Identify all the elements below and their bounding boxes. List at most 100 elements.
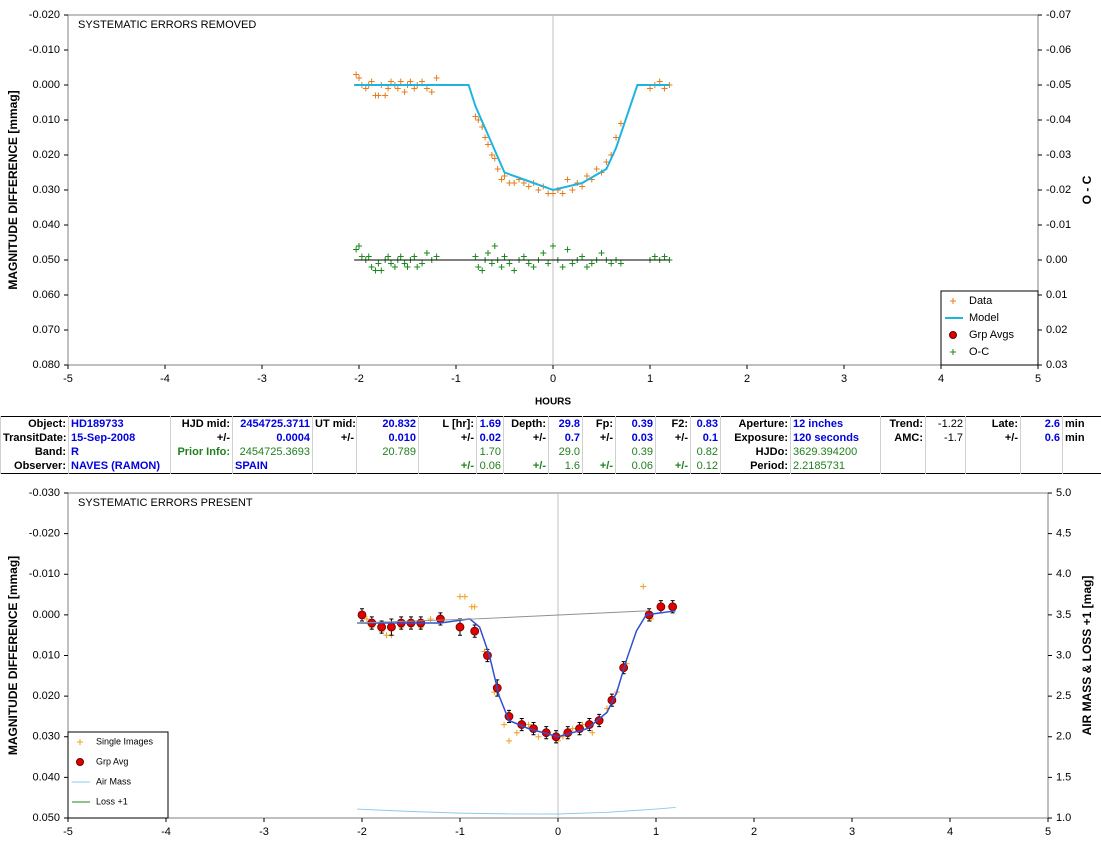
plus-marker	[559, 264, 566, 270]
y-tick-label: 0.020	[32, 149, 60, 161]
x-tick-label: 4	[938, 373, 944, 385]
x-tick-label: -1	[455, 826, 465, 838]
plus-marker	[501, 173, 508, 179]
plus-marker	[494, 166, 501, 172]
y2-tick-label: 4.5	[1056, 528, 1071, 540]
table-cell: 0.0004	[232, 431, 313, 445]
legend-swatch	[77, 739, 83, 745]
table-cell: AMC:	[880, 431, 926, 445]
table-cell: 0.06	[615, 459, 656, 474]
plus-marker	[423, 250, 430, 256]
table-cell	[418, 445, 477, 459]
plus-marker	[363, 615, 370, 622]
table-cell	[1062, 445, 1101, 459]
table-cell: -1.22	[925, 416, 966, 431]
table-cell: Band:	[0, 445, 69, 459]
plus-marker	[479, 267, 486, 274]
plus-marker	[353, 246, 360, 253]
table-cell	[965, 445, 1021, 459]
x-tick-label: -4	[160, 373, 170, 385]
plus-marker	[362, 85, 369, 92]
plus-marker	[472, 113, 479, 120]
circle-marker	[455, 622, 465, 632]
table-cell	[170, 459, 233, 474]
plus-marker	[530, 264, 537, 270]
plus-marker	[358, 253, 365, 260]
y-tick-label: 0.030	[32, 184, 60, 196]
plus-marker	[520, 180, 527, 186]
table-cell: 0.82	[690, 445, 721, 459]
x-tick-label: -2	[354, 373, 364, 385]
x-tick-label: -5	[63, 826, 73, 838]
plus-marker	[356, 75, 362, 81]
plus-marker	[375, 260, 382, 267]
plus-marker	[617, 120, 624, 127]
table-cell: 1.69	[476, 416, 504, 431]
table-cell: TransitDate:	[0, 431, 69, 445]
plus-marker	[491, 155, 498, 162]
y-tick-label: 0.040	[32, 219, 60, 231]
table-cell: F2:	[655, 416, 691, 431]
table-cell: min	[1062, 416, 1101, 431]
table-cell	[925, 459, 966, 474]
legend-label: Single Images	[96, 736, 154, 746]
plus-marker	[498, 264, 505, 270]
plus-marker	[428, 89, 435, 95]
table-cell: 20.832	[356, 416, 419, 431]
plus-marker	[485, 250, 492, 256]
legend-label: Data	[969, 295, 993, 307]
plus-marker	[491, 243, 498, 249]
plus-marker	[419, 78, 426, 85]
x-tick-label: 3	[849, 826, 855, 838]
table-cell: +/-	[312, 431, 357, 445]
y-tick-label: 0.070	[32, 324, 60, 336]
y-tick-label: -0.010	[29, 568, 60, 580]
y-tick-label: 0.050	[32, 812, 60, 824]
y-tick-label: 0.030	[32, 731, 60, 743]
table-cell: 0.7	[548, 431, 583, 445]
table-cell: +/-	[582, 431, 616, 445]
y-tick-label: -0.030	[29, 487, 60, 499]
legend-swatch	[950, 298, 956, 304]
y2-tick-label: -0.05	[1046, 79, 1071, 91]
y-tick-label: 0.080	[32, 359, 60, 371]
plus-marker	[407, 78, 414, 85]
plus-marker	[433, 75, 440, 81]
x-tick-label: 2	[751, 826, 757, 838]
y2-tick-label: 4.0	[1056, 568, 1071, 580]
plus-marker	[506, 260, 513, 267]
x-tick-label: -3	[259, 826, 269, 838]
table-cell: +/-	[582, 459, 616, 474]
table-cell: -1.7	[925, 431, 966, 445]
plus-marker	[375, 92, 382, 99]
annotation: SYSTEMATIC ERRORS REMOVED	[78, 19, 256, 31]
table-cell: Fp:	[582, 416, 616, 431]
table-cell: 0.6	[1020, 431, 1063, 445]
plus-marker	[411, 85, 418, 92]
plus-marker	[656, 78, 663, 85]
circle-marker	[357, 610, 367, 620]
table-cell	[880, 445, 926, 459]
table-cell	[880, 459, 926, 474]
plus-marker	[394, 85, 401, 92]
legend-label: Model	[969, 312, 999, 324]
y-tick-label: 0.010	[32, 114, 60, 126]
table-cell: 2.2185731	[790, 459, 881, 474]
plus-marker	[661, 253, 668, 260]
series-line	[357, 806, 676, 815]
table-cell: HJD mid:	[170, 416, 233, 431]
table-cell: 0.06	[476, 459, 504, 474]
circle-marker	[656, 602, 666, 612]
x-tick-label: 0	[555, 826, 561, 838]
y-axis-label: MAGNITUDE DIFFERENCE [mmag]	[6, 556, 20, 755]
table-cell: Prior Info:	[170, 445, 233, 459]
legend-swatch	[76, 758, 84, 766]
plus-marker	[603, 159, 610, 165]
y2-tick-label: 3.0	[1056, 649, 1071, 661]
x-tick-label: 4	[947, 826, 953, 838]
plus-marker	[588, 260, 595, 267]
table-cell: 29.8	[548, 416, 583, 431]
plus-marker	[488, 152, 495, 158]
table-cell: 0.03	[615, 431, 656, 445]
y2-tick-label: 1.0	[1056, 812, 1071, 824]
